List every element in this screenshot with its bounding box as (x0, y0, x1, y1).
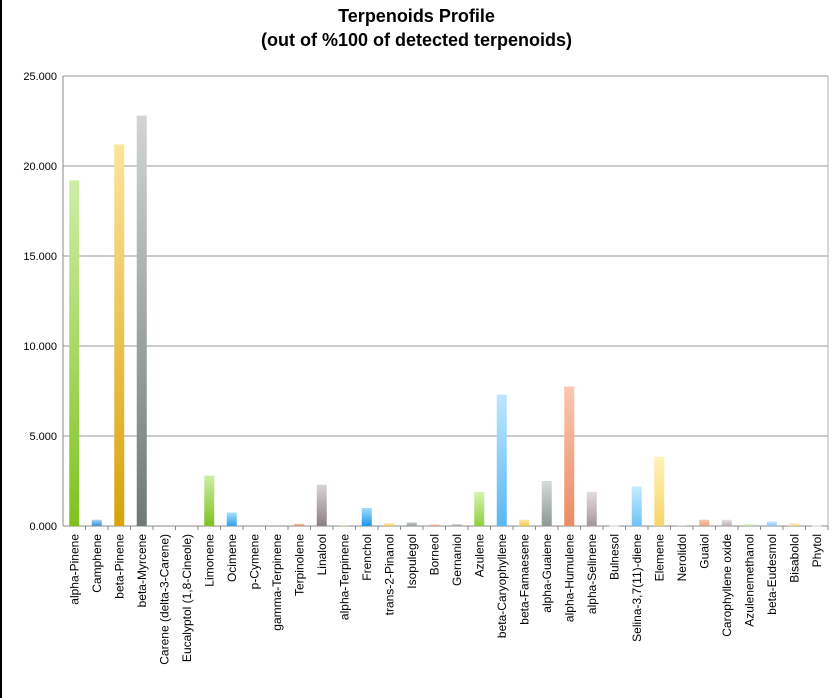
bar (114, 144, 125, 526)
y-tick-label: 10.000 (23, 341, 57, 353)
x-tick-label: Gernaniol (450, 534, 464, 586)
x-tick-label: beta-Pinene (112, 534, 126, 599)
x-tick-label: alpha-Selinene (585, 534, 599, 614)
bar (519, 519, 530, 526)
bar (496, 394, 507, 526)
x-tick-label: Nerolidol (675, 534, 689, 581)
x-tick-label: Guaiol (697, 534, 711, 569)
bar (226, 512, 237, 526)
x-tick-label: Phytol (810, 534, 824, 567)
x-tick-label: Eucalyptol (1,8-Cineole) (180, 534, 194, 662)
bar (384, 523, 395, 526)
x-tick-label: alpha-Guaiene (540, 534, 554, 613)
x-axis-ticks: alpha-Pinene Camphene beta-Pinene beta-Myrc… (67, 526, 829, 665)
x-tick-label: beta-Caryophyllene (495, 534, 509, 638)
x-tick-label: Linalool (315, 534, 329, 575)
bar (316, 484, 327, 526)
x-tick-label: alpha-Terpinene (337, 534, 351, 620)
x-tick-label: Azulenemethanol (742, 534, 756, 627)
chart-title: Terpenoids Profile (out of %100 of detec… (0, 4, 833, 52)
x-tick-label: Bulnesol (607, 534, 621, 580)
y-axis-ticks: 0.000 5.000 10.000 15.000 20.000 25.000 (23, 71, 57, 533)
bar (654, 456, 665, 526)
x-tick-label: trans-2-Pinanol (382, 534, 396, 615)
bar (811, 525, 822, 527)
bar (631, 486, 642, 526)
bar (204, 475, 215, 526)
x-tick-label: alpha-Humulene (562, 534, 576, 622)
bar (429, 524, 440, 526)
x-tick-label: Isopulegol (405, 534, 419, 589)
x-tick-label: p-Cymene (247, 534, 261, 590)
y-tick-label: 5.000 (29, 431, 57, 443)
bar (789, 523, 800, 526)
x-tick-label: Selina-3,7(11)-diene (630, 534, 644, 642)
x-tick-label: Elemene (652, 534, 666, 582)
y-tick-label: 20.000 (23, 161, 57, 173)
bar (91, 519, 102, 526)
x-tick-label: Carophyllene oxide (720, 534, 734, 637)
bar (136, 115, 147, 526)
x-tick-label: Terpinolene (292, 534, 306, 596)
bar (609, 525, 620, 527)
bar (69, 180, 80, 526)
y-tick-label: 25.000 (23, 71, 57, 83)
bar (699, 519, 710, 526)
x-tick-label: Frenchol (360, 534, 374, 581)
bar (586, 491, 597, 526)
window-edge (0, 0, 2, 698)
x-tick-label: Limonene (202, 534, 216, 587)
bar (564, 386, 575, 526)
x-tick-label: alpha-Pinene (67, 534, 81, 605)
bar (406, 522, 417, 526)
y-tick-label: 0.000 (29, 521, 57, 533)
x-tick-label: Bisabolol (787, 534, 801, 583)
x-tick-label: Camphene (90, 534, 104, 593)
bar (676, 525, 687, 527)
bar (451, 524, 462, 526)
bar (744, 524, 755, 526)
x-tick-label: Ocimene (225, 534, 239, 582)
chart-title-line-1: Terpenoids Profile (338, 6, 495, 26)
x-tick-label: Carene (delta-3-Carene) (157, 534, 171, 665)
bar (766, 521, 777, 526)
chart-title-line-2: (out of %100 of detected terpenoids) (260, 30, 573, 50)
bar (339, 525, 350, 527)
gridlines (62, 75, 829, 527)
bar (541, 481, 552, 526)
bar (361, 508, 372, 526)
x-tick-label: gamma-Terpinene (270, 534, 284, 631)
bars (69, 115, 822, 527)
x-tick-label: beta-Famaesene (517, 534, 531, 625)
y-tick-label: 15.000 (23, 251, 57, 263)
bar (721, 519, 732, 526)
x-tick-label: Azulene (472, 534, 486, 578)
x-tick-label: Borneol (427, 534, 441, 575)
x-tick-label: beta-Myrcene (135, 534, 149, 608)
bar (294, 523, 305, 526)
x-tick-label: beta-Eudesmol (765, 534, 779, 615)
bar (474, 491, 485, 526)
